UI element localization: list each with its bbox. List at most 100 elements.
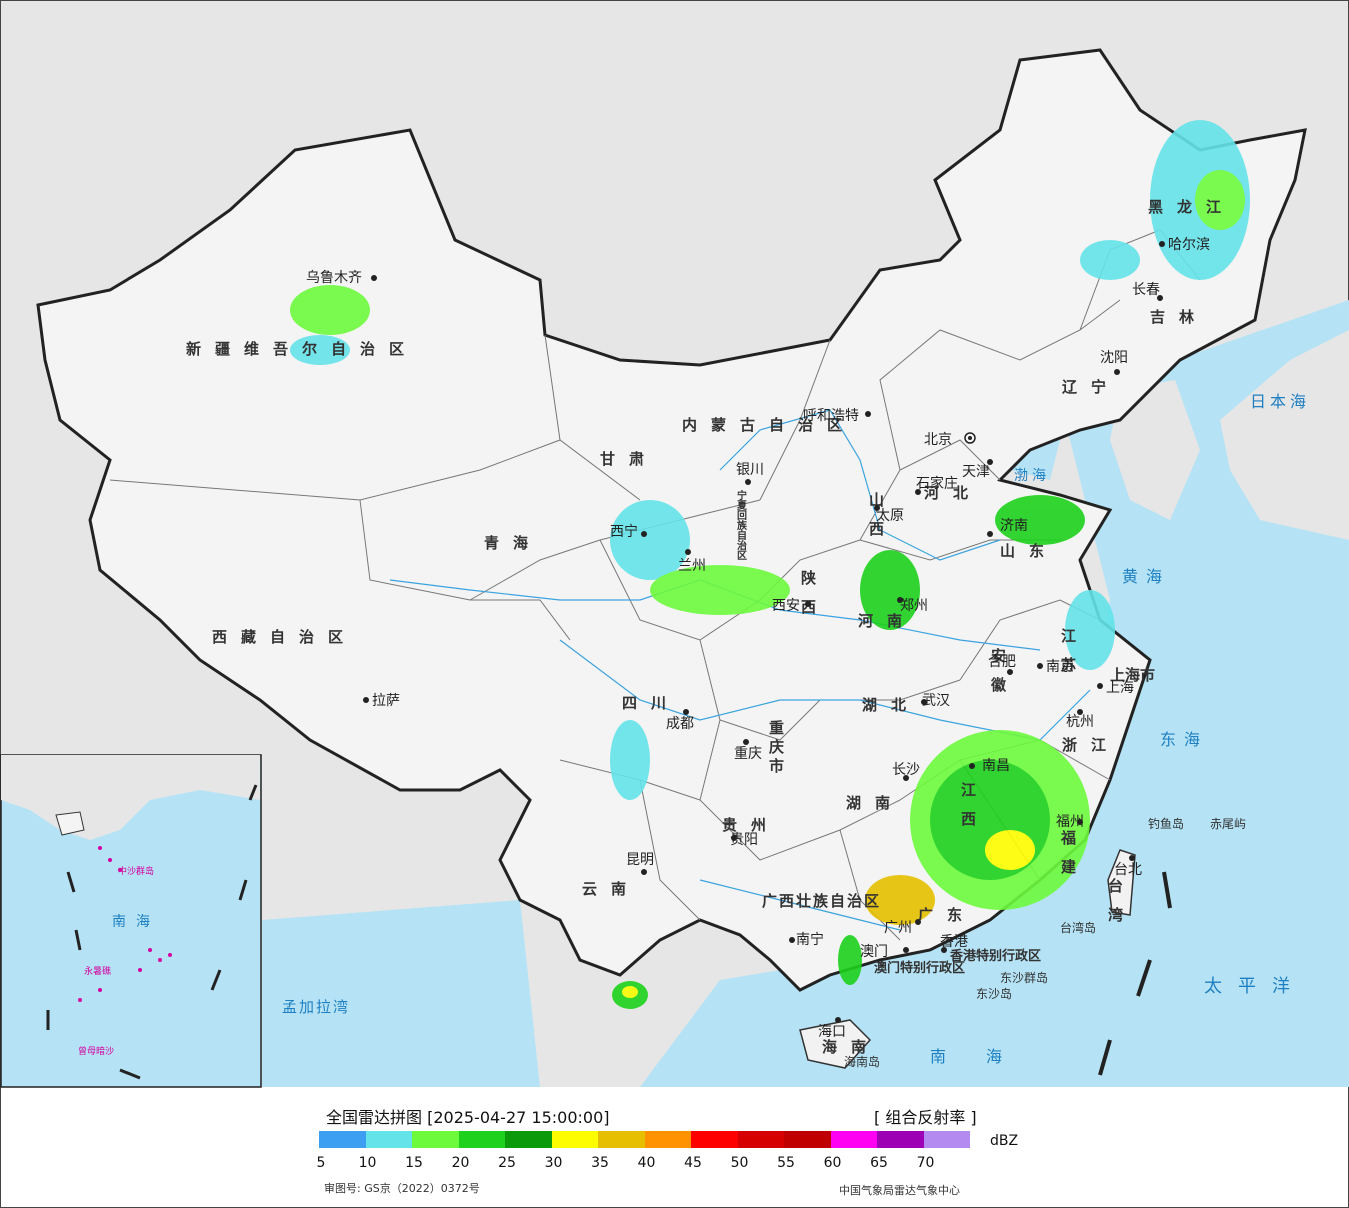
svg-text:西安: 西安	[772, 598, 800, 614]
svg-text:赤尾屿: 赤尾屿	[1210, 817, 1246, 831]
producer-label: 中国气象局雷达气象中心	[839, 1184, 960, 1197]
svg-text:济南: 济南	[1000, 518, 1028, 534]
label-fujian: 福建	[1059, 829, 1077, 888]
legend-swatch-2	[412, 1131, 459, 1148]
label-jiangxi: 江西	[959, 781, 977, 840]
city-hongkong: 香港	[940, 934, 968, 953]
legend-tick-10: 55	[777, 1155, 795, 1171]
svg-text:兰州: 兰州	[678, 558, 706, 574]
label-yunnan: 云南	[582, 880, 640, 898]
legend-swatch-9	[737, 1131, 784, 1148]
svg-text:孟加拉湾: 孟加拉湾	[282, 998, 350, 1016]
legend-tick-13: 70	[916, 1155, 935, 1171]
approval-number: 审图号: GS京（2022）0372号	[324, 1182, 480, 1195]
svg-text:广州: 广州	[884, 920, 912, 936]
city-taiyuan: 太原	[874, 505, 904, 524]
city-nanning: 南宁	[789, 931, 824, 948]
svg-text:香港: 香港	[940, 934, 968, 950]
legend-title: 全国雷达拼图 [2025-04-27 15:00:00]	[326, 1108, 610, 1127]
inset-label-nanhai: 南海	[112, 914, 160, 930]
city-changsha: 长沙	[892, 762, 920, 781]
radar-echoes	[290, 120, 1250, 1009]
city-zhengzhou: 郑州	[897, 597, 928, 614]
city-chengdu: 成都	[666, 709, 694, 732]
city-tianjin: 天津	[962, 459, 993, 480]
svg-text:澳门特别行政区: 澳门特别行政区	[874, 960, 965, 976]
city-changchun: 长春	[1132, 282, 1163, 301]
city-kunming: 昆明	[626, 852, 654, 875]
svg-text:长沙: 长沙	[892, 762, 920, 778]
city-hangzhou: 杭州	[1066, 709, 1094, 730]
label-jilin: 吉林	[1150, 308, 1208, 326]
sea-labels: 日本海 渤海 黄海 东海 太平洋 南海 孟加拉湾	[282, 392, 1306, 1066]
legend-tick-12: 65	[870, 1155, 888, 1171]
label-sichuan: 四川	[622, 694, 680, 712]
svg-text:重庆: 重庆	[734, 746, 762, 762]
svg-text:银川: 银川	[736, 462, 764, 478]
svg-text:南宁: 南宁	[796, 931, 824, 948]
south-china-sea-inset: 南海 中沙群岛 永暑礁 曾母暗沙	[0, 754, 262, 1088]
label-xinjiang: 新疆维吾尔自治区	[186, 340, 418, 358]
label-hainan: 海南	[822, 1038, 880, 1056]
label-hubei: 湖北	[862, 696, 920, 714]
legend-panel	[0, 1088, 1349, 1208]
legend-tick-3: 20	[451, 1155, 470, 1171]
city-lanzhou: 兰州	[678, 549, 706, 574]
city-nanjing: 南京	[1037, 659, 1074, 675]
svg-text:武汉: 武汉	[922, 693, 950, 709]
svg-text:东沙群岛: 东沙群岛	[1000, 970, 1048, 985]
city-shanghai: 上海	[1097, 680, 1134, 696]
svg-text:澳门: 澳门	[860, 944, 888, 960]
svg-text:渤海: 渤海	[1014, 468, 1050, 484]
label-jiangsu: 江苏	[1059, 627, 1077, 686]
svg-text:东海: 东海	[1160, 730, 1208, 749]
legend-swatch-1	[365, 1131, 412, 1148]
hainan-land	[799, 1019, 872, 1069]
legend-tick-5: 30	[544, 1155, 563, 1171]
legend-swatch-3	[458, 1131, 505, 1148]
legend-tick-2: 15	[405, 1155, 423, 1171]
svg-text:福州: 福州	[1056, 814, 1084, 830]
svg-text:呼和浩特: 呼和浩特	[803, 408, 859, 424]
inset-label-zhongsha: 中沙群岛	[118, 865, 154, 877]
svg-text:昆明: 昆明	[626, 852, 654, 868]
label-xizang: 西藏自治区	[212, 628, 357, 646]
city-guiyang: 贵阳	[730, 832, 758, 848]
label-heilongjiang: 黑龙江	[1148, 198, 1235, 216]
svg-text:杭州: 杭州	[1066, 714, 1094, 730]
inset-label-zengmu: 曾母暗沙	[78, 1045, 114, 1057]
label-shaanxi: 陕西	[799, 569, 817, 628]
svg-text:天津: 天津	[962, 464, 990, 480]
svg-text:台北: 台北	[1114, 862, 1142, 878]
svg-text:上海: 上海	[1106, 680, 1134, 696]
legend-swatch-10	[784, 1131, 831, 1148]
legend-swatch-12	[877, 1131, 924, 1148]
svg-text:贵阳: 贵阳	[730, 832, 758, 848]
legend-swatch-7	[644, 1131, 691, 1148]
svg-text:东沙岛: 东沙岛	[976, 986, 1012, 1001]
legend-tick-7: 40	[637, 1155, 656, 1171]
svg-text:长春: 长春	[1132, 282, 1160, 298]
label-shandong: 山东	[1000, 542, 1058, 560]
legend-product: [ 组合反射率 ]	[874, 1108, 977, 1127]
svg-text:拉萨: 拉萨	[372, 693, 400, 709]
label-chongqing: 重庆市	[767, 719, 785, 777]
bay-of-bengal	[262, 900, 540, 1087]
legend-tick-8: 45	[684, 1155, 702, 1171]
svg-text:沈阳: 沈阳	[1100, 350, 1128, 366]
label-taiwan: 台湾	[1106, 877, 1124, 936]
legend-tick-6: 35	[591, 1155, 609, 1171]
label-zhejiang: 浙江	[1062, 736, 1120, 754]
label-guangxi: 广西壮族自治区	[762, 892, 881, 910]
city-lhasa: 拉萨	[363, 693, 400, 709]
legend-tick-9: 50	[730, 1155, 749, 1171]
svg-text:香港特别行政区: 香港特别行政区	[949, 948, 1041, 964]
svg-text:海口: 海口	[818, 1024, 846, 1040]
city-shenyang: 沈阳	[1100, 350, 1128, 375]
taiwan-land	[1107, 849, 1136, 916]
label-hunan: 湖南	[846, 794, 904, 812]
svg-text:石家庄: 石家庄	[916, 475, 958, 492]
svg-text:太原: 太原	[876, 508, 904, 524]
legend-tick-0: 5	[316, 1155, 326, 1171]
label-gansu: 甘肃	[600, 450, 658, 468]
